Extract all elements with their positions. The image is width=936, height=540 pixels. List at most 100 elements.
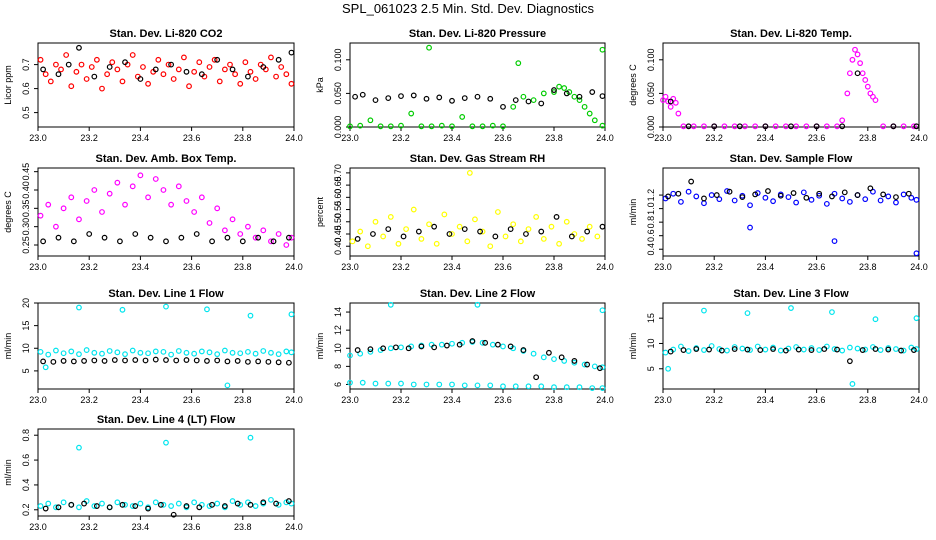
data-point <box>273 500 279 507</box>
data-point <box>667 348 674 355</box>
data-point <box>571 358 578 364</box>
data-point <box>145 80 151 87</box>
data-point <box>104 71 111 78</box>
data-point <box>265 358 272 365</box>
data-point <box>60 499 67 506</box>
data-point <box>193 231 200 237</box>
data-point <box>747 224 753 231</box>
data-point <box>665 98 672 105</box>
data-point <box>252 503 259 509</box>
panel-title: Stan. Dev. Gas Stream RH <box>410 153 546 165</box>
data-point <box>862 77 869 83</box>
data-point <box>170 76 177 82</box>
data-point <box>890 123 897 130</box>
data-point <box>777 192 784 199</box>
x-tick-label: 23.6 <box>494 133 512 143</box>
data-point <box>168 351 175 358</box>
data-point <box>410 381 417 388</box>
panel-title: Stan. Dev. Line 1 Flow <box>108 288 224 300</box>
data-point <box>793 123 800 130</box>
data-point <box>76 216 82 223</box>
data-point <box>441 211 448 218</box>
x-tick-label: 23.4 <box>443 133 461 143</box>
data-point <box>209 501 215 508</box>
data-point <box>742 123 748 130</box>
x-tick-label: 23.6 <box>494 262 512 272</box>
data-point <box>275 56 282 63</box>
data-point <box>561 85 568 91</box>
data-point <box>55 71 62 78</box>
x-tick-label: 23.6 <box>808 262 826 272</box>
data-point <box>500 103 506 110</box>
x-tick-label: 24.0 <box>285 262 303 272</box>
plot-frame <box>37 302 295 390</box>
data-point <box>444 342 450 349</box>
data-point <box>872 316 879 323</box>
data-point <box>584 228 591 235</box>
data-point <box>359 379 366 386</box>
data-point <box>101 234 108 241</box>
x-tick-label: 23.6 <box>183 133 201 143</box>
data-point <box>47 78 54 85</box>
data-point <box>839 123 846 130</box>
data-point <box>589 385 596 391</box>
data-point <box>106 190 113 197</box>
data-point <box>489 122 496 129</box>
data-point <box>846 358 853 365</box>
x-tick-label: 23.0 <box>29 133 47 143</box>
x-tick-label: 23.2 <box>392 133 410 143</box>
data-point <box>913 196 920 203</box>
y-tick-label: 0.100 <box>333 49 343 72</box>
data-point <box>813 123 820 130</box>
x-tick-label: 23.6 <box>183 522 201 532</box>
data-point <box>106 504 113 511</box>
data-point <box>893 199 899 206</box>
data-point <box>209 238 215 245</box>
data-point <box>122 501 128 508</box>
data-point <box>520 93 527 100</box>
data-point <box>268 238 274 245</box>
data-point <box>347 379 353 386</box>
data-point <box>214 56 221 63</box>
data-point <box>53 347 59 354</box>
data-point <box>803 123 810 130</box>
data-point <box>667 98 674 105</box>
x-tick-label: 23.8 <box>859 133 877 143</box>
y-axis-label: percent <box>315 196 325 227</box>
data-point <box>675 190 682 197</box>
data-point <box>37 348 44 355</box>
y-axis-label: ml/min <box>628 199 638 226</box>
data-point <box>168 61 175 68</box>
data-point <box>474 301 481 308</box>
data-point <box>76 444 82 451</box>
data-point <box>579 235 585 242</box>
data-point <box>477 228 483 235</box>
y-tick-label: 14 <box>333 307 343 317</box>
data-point <box>160 348 167 355</box>
data-point <box>571 93 578 100</box>
data-point <box>831 346 838 352</box>
data-point <box>63 52 70 58</box>
data-point <box>101 358 108 364</box>
data-point <box>795 346 802 353</box>
data-point <box>586 110 593 117</box>
data-point <box>538 228 545 235</box>
x-tick-label: 23.4 <box>132 522 150 532</box>
data-point <box>667 103 674 110</box>
data-point <box>520 347 527 353</box>
data-point <box>872 346 879 352</box>
data-point <box>854 345 861 352</box>
data-point <box>584 361 591 368</box>
x-tick-label: 23.8 <box>234 395 252 405</box>
data-point <box>372 380 379 387</box>
figure-title: SPL_061023 2.5 Min. Std. Dev. Diagnostic… <box>342 1 594 16</box>
data-point <box>479 123 486 130</box>
data-point <box>288 311 295 318</box>
data-point <box>237 350 244 357</box>
data-point <box>449 123 455 130</box>
data-point <box>500 383 506 390</box>
x-tick-label: 23.6 <box>808 133 826 143</box>
data-point <box>721 123 728 130</box>
plot-frame <box>349 42 606 128</box>
data-point <box>224 358 231 365</box>
